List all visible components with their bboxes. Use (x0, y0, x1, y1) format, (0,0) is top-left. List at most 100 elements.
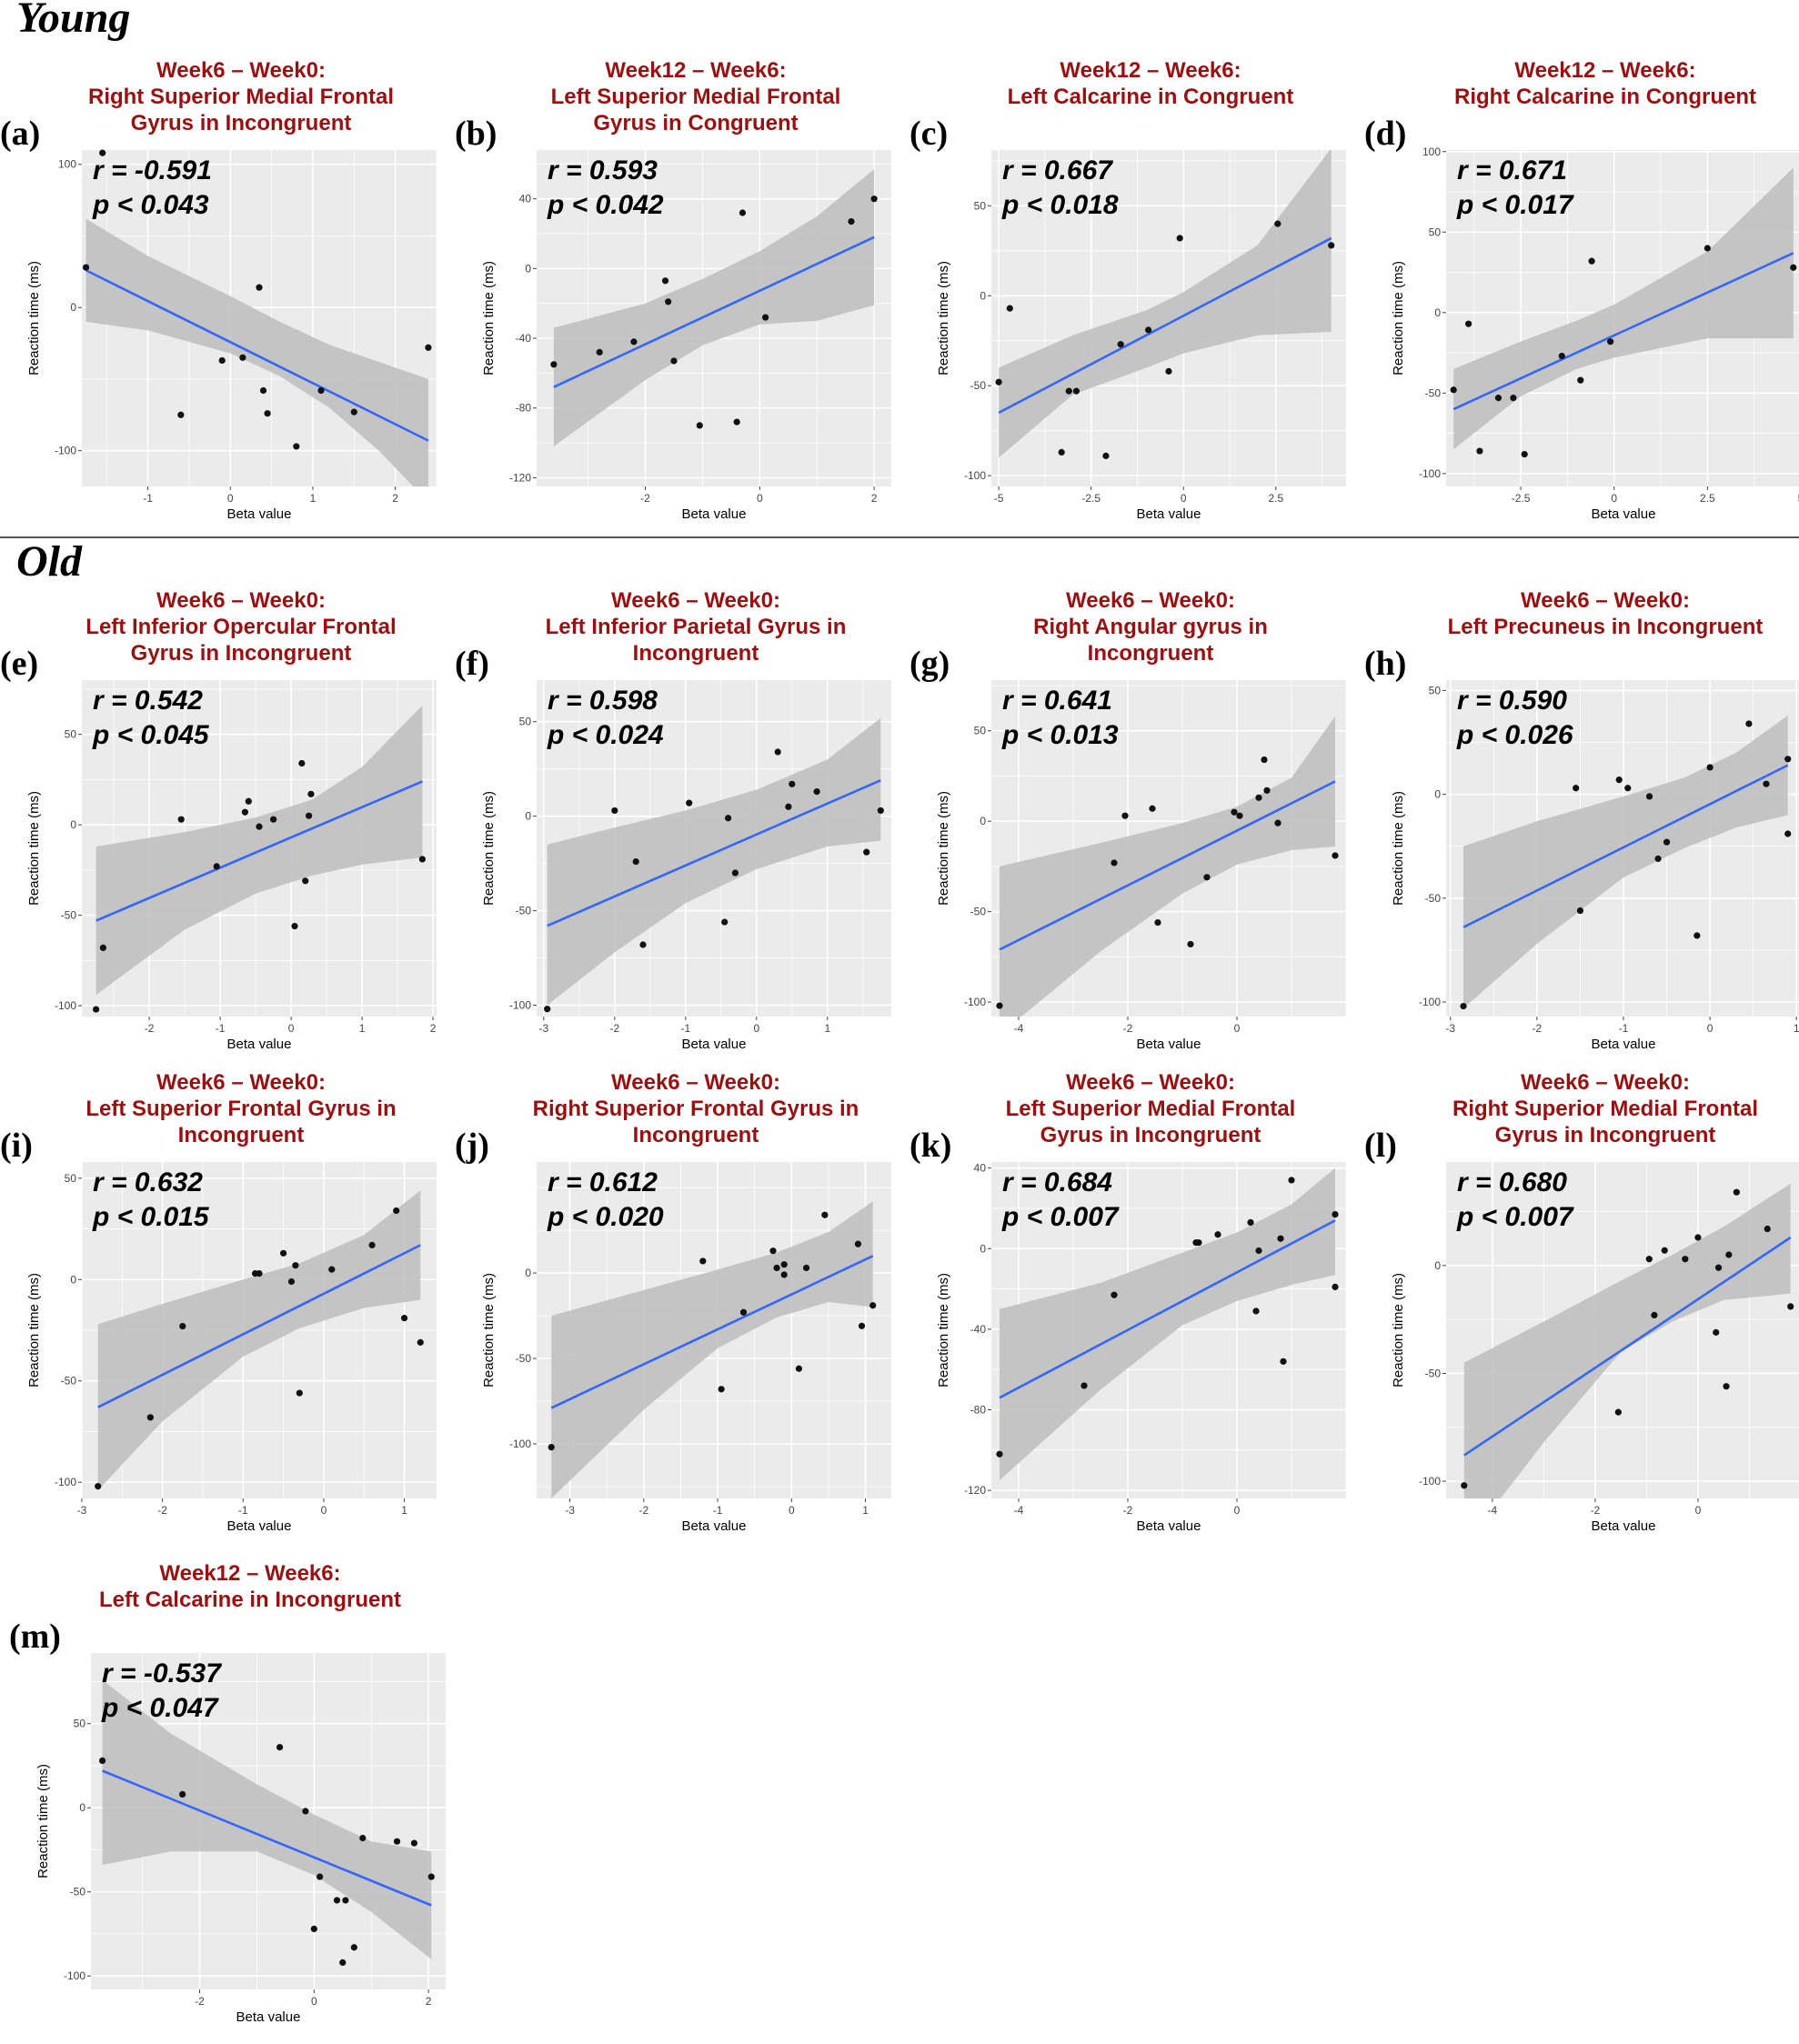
y-axis-label: Reaction time (ms) (481, 261, 497, 376)
x-axis-label: Beta value (1592, 1037, 1656, 1052)
x-tick-label: 0 (288, 1022, 295, 1035)
panel-title-line: Week6 – Week0: (611, 1070, 780, 1095)
x-tick-label: 0 (1181, 492, 1187, 505)
p-value: p < 0.042 (547, 190, 664, 220)
panel-title: Week6 – Week0: Right Superior Medial Fron… (1419, 1069, 1792, 1148)
y-tick-label: 40 (519, 193, 532, 205)
scatter-plot: -3 -2 -1 0 1 -100 -50 0 50 Beta value Reaction tim… (1391, 680, 1799, 1052)
data-point (1214, 1231, 1221, 1238)
data-point (1661, 1247, 1668, 1254)
panel-title-line: Gyrus in Incongruent (130, 111, 352, 135)
data-point (1725, 1251, 1733, 1258)
data-point (302, 877, 309, 885)
y-axis-label: Reaction time (ms) (1391, 1273, 1406, 1388)
data-point (339, 1959, 347, 1966)
regression-line (998, 236, 1332, 415)
data-point (696, 422, 703, 429)
x-tick-label: -2 (1123, 1504, 1133, 1517)
x-tick-label: -2 (195, 1995, 205, 2008)
x-tick-label: -4 (1014, 1022, 1024, 1035)
x-axis-label: Beta value (682, 1037, 747, 1052)
data-point (785, 803, 792, 810)
y-tick-label: 0 (70, 301, 76, 314)
p-value: p < 0.026 (1456, 720, 1573, 750)
data-point (1145, 326, 1152, 334)
panel-title-line: Right Superior Medial Frontal (1452, 1097, 1758, 1121)
y-tick-label: -120 (509, 471, 531, 484)
data-point (686, 799, 693, 807)
data-point (789, 780, 796, 787)
data-point (342, 1897, 349, 1904)
data-point (1332, 1283, 1339, 1290)
panel-f: (f) Week6 – Week0: Left Inferior Parietal … (455, 588, 900, 1071)
data-point (1784, 830, 1792, 837)
data-point (179, 1790, 186, 1798)
panel-c: (c) Week12 – Week6: Left Calcarine in Cong… (910, 58, 1355, 541)
x-tick-label: 2 (871, 492, 878, 505)
y-tick-label: 0 (70, 1273, 76, 1286)
y-tick-label: -50 (1425, 892, 1442, 905)
y-tick-label: 0 (1434, 788, 1441, 801)
scatter-plot: -3 -2 -1 0 1 -100 -50 0 50 Beta value Reaction tim… (26, 1162, 437, 1534)
data-point (1154, 918, 1161, 927)
panel-title-line: Incongruent (1087, 641, 1214, 666)
panel-title-line: Gyrus in Incongruent (130, 641, 352, 666)
data-point (877, 807, 884, 815)
data-point (368, 1241, 376, 1248)
data-point (328, 1266, 336, 1273)
scatter-plot: -3 -2 -1 0 1 -100 -50 0 50 Beta value Reaction tim… (481, 680, 891, 1052)
data-point (333, 1897, 341, 1904)
p-value: p < 0.017 (1456, 190, 1574, 220)
x-tick-label: -5 (994, 492, 1004, 505)
y-axis-label: Reaction time (ms) (26, 261, 42, 376)
r-value: r = 0.641 (1002, 686, 1112, 716)
x-tick-label: -3 (538, 1022, 548, 1035)
panel-letter: (g) (910, 645, 950, 683)
y-axis-label: Reaction time (ms) (35, 1764, 51, 1879)
data-point (1733, 1188, 1740, 1196)
data-point (1261, 756, 1268, 764)
confidence-band (85, 218, 428, 486)
data-point (774, 748, 781, 756)
data-point (869, 1302, 877, 1309)
panel-title-line: Incongruent (632, 1123, 759, 1147)
data-point (1072, 387, 1080, 395)
data-point (1723, 1383, 1730, 1390)
x-tick-label: 0 (311, 1995, 317, 2008)
data-point (870, 195, 878, 203)
data-point (1006, 305, 1013, 312)
data-point (1247, 1218, 1254, 1227)
y-tick-label: 0 (1434, 1259, 1441, 1272)
y-tick-label: 0 (980, 289, 986, 302)
x-tick-label: 0 (227, 492, 234, 505)
panel-title-line: Left Calcarine in Incongruent (98, 1588, 402, 1612)
r-value: r = 0.684 (1002, 1167, 1112, 1197)
y-tick-label: 50 (74, 1718, 86, 1730)
data-point (291, 922, 298, 930)
y-tick-label: 0 (525, 810, 531, 823)
panel-h: (h) Week6 – Week0: Left Precuneus in Incon… (1364, 588, 1799, 1071)
panel-title-line: Week6 – Week0: (156, 58, 326, 83)
x-tick-label: -2.5 (1081, 492, 1101, 505)
data-point (256, 823, 263, 830)
y-tick-label: 50 (1429, 225, 1442, 238)
x-tick-label: -3 (77, 1504, 87, 1517)
data-point (670, 357, 678, 365)
panel-letter: (h) (1364, 645, 1407, 683)
data-point (996, 1450, 1003, 1458)
data-point (306, 812, 313, 819)
data-point (821, 1211, 829, 1218)
data-point (1745, 720, 1753, 727)
regression-line (1452, 252, 1794, 411)
y-tick-label: -100 (55, 445, 76, 457)
x-tick-label: 2 (426, 1995, 432, 2008)
data-point (1102, 452, 1110, 459)
data-point (350, 408, 357, 416)
y-tick-label: 0 (70, 818, 76, 831)
data-point (1790, 264, 1797, 271)
data-point (1558, 353, 1565, 360)
data-point (276, 1744, 284, 1751)
panel-title-line: Left Superior Medial Frontal (550, 85, 841, 109)
x-axis-label: Beta value (227, 1518, 292, 1534)
